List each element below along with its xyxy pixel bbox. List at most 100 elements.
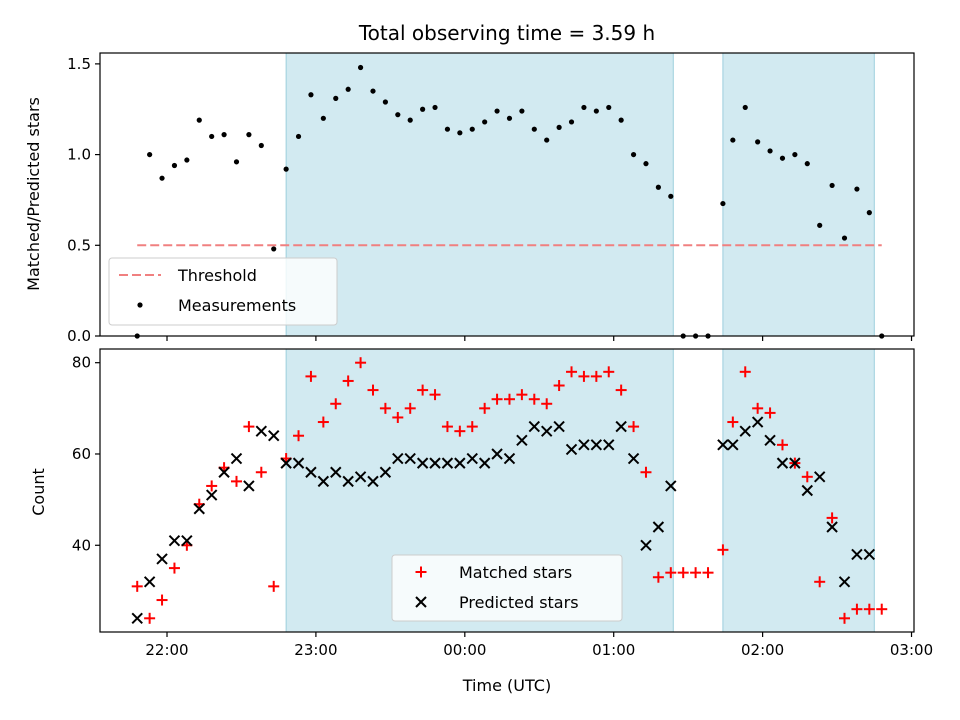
xtick-label-0: 22:00 — [145, 641, 188, 659]
panel1-series1-point-42 — [652, 521, 665, 533]
xtick-label-3: 01:00 — [592, 641, 635, 659]
panel1-series0-point-28 — [479, 402, 491, 414]
panel0-series0-point-26 — [457, 130, 463, 136]
panel1-series0-point-41 — [640, 466, 652, 478]
panel1-series1-point-3 — [168, 535, 181, 547]
panel1-series0-point-54 — [801, 471, 813, 483]
top-legend-box — [108, 257, 338, 326]
panel1-series0-point-47 — [717, 544, 729, 556]
panel1-series1-point-53 — [826, 521, 838, 533]
panel1-series0-point-45 — [690, 567, 702, 579]
panel0-series0-point-16 — [333, 95, 339, 101]
panel0-series0-point-34 — [556, 124, 562, 130]
panel1-series0-point-59 — [863, 603, 875, 615]
panel0-series0-point-52 — [779, 155, 786, 161]
panel1-series1-point-28 — [478, 457, 491, 469]
panel1-series0-point-31 — [516, 389, 528, 401]
panel0-series0-point-36 — [581, 104, 587, 111]
panel0-series0-point-59 — [866, 210, 872, 216]
panel1-series1-point-18 — [354, 471, 367, 483]
panel1-series1-point-56 — [863, 548, 876, 561]
panel0-series0-point-14 — [308, 92, 314, 98]
panel1-series0-point-50 — [752, 402, 764, 414]
panel1-series0-point-51 — [764, 407, 776, 419]
panel1-series1-point-25 — [441, 457, 454, 469]
panel1-series1-point-29 — [491, 448, 503, 460]
legend-measurements-swatch — [137, 302, 143, 308]
panel1-series1-point-51 — [801, 484, 813, 497]
panel0-series0-point-40 — [630, 151, 637, 158]
panel1-series1-point-49 — [776, 457, 789, 469]
panel0-series0-point-32 — [531, 126, 537, 132]
panel1-series1-point-19 — [367, 475, 379, 488]
panel1-series1-point-30 — [503, 452, 516, 465]
panel1-series0-point-40 — [628, 421, 640, 433]
panel1-series1-point-50 — [789, 457, 801, 469]
panel0-series0-point-50 — [755, 139, 761, 145]
chart-title: Total observing time = 3.59 h — [358, 21, 655, 45]
panel1-series0-point-55 — [814, 576, 826, 588]
panel1-series1-point-15 — [317, 475, 330, 488]
panel1-series0-point-56 — [826, 512, 838, 524]
panel1-ytick-label-1: 60 — [72, 445, 91, 463]
panel0-series0-point-5 — [196, 117, 202, 123]
panel1-series0-point-11 — [268, 580, 280, 592]
panel0-series0-point-21 — [395, 112, 401, 118]
panel0-series0-point-7 — [221, 132, 227, 138]
panel1-series0-point-48 — [727, 416, 739, 428]
panel0-ytick-label-3: 1.5 — [67, 55, 91, 73]
legend-matched-label: Matched stars — [459, 563, 572, 582]
panel0-ytick-label-1: 0.5 — [67, 236, 91, 254]
panel1-series1-point-27 — [466, 452, 478, 465]
panel1-series0-point-46 — [702, 567, 714, 579]
bottom-y-axis-label: Count — [29, 468, 48, 516]
panel0-ytick-label-0: 0.0 — [67, 327, 91, 345]
panel1-series1-point-36 — [578, 439, 590, 451]
panel1-series1-point-13 — [292, 457, 305, 469]
panel1-series1-point-33 — [541, 425, 553, 437]
panel1-series0-point-42 — [652, 571, 664, 583]
panel0-series0-point-23 — [420, 106, 426, 112]
panel1-frame — [99, 348, 915, 633]
panel1-series0-point-29 — [491, 393, 503, 405]
panel0-series0-point-11 — [271, 246, 277, 252]
panel1-series1-point-2 — [156, 553, 168, 565]
panel1-series0-point-1 — [144, 612, 156, 624]
panel1-series0-point-38 — [603, 366, 615, 378]
panel1-series1-point-41 — [640, 539, 652, 551]
panel1-series1-point-12 — [280, 457, 292, 469]
panel1-series1-point-10 — [255, 425, 268, 437]
panel0-series0-point-2 — [159, 175, 165, 181]
panel0-series0-point-27 — [469, 126, 475, 132]
xtick-label-5: 03:00 — [890, 641, 933, 659]
panel1-series0-point-21 — [392, 411, 404, 423]
panel0-series0-point-41 — [643, 161, 649, 167]
panel1-series0-point-49 — [739, 366, 751, 378]
panel1-series0-point-39 — [615, 384, 627, 396]
panel1-series1-point-48 — [764, 434, 776, 446]
panel1-series1-point-20 — [379, 466, 392, 478]
panel1-series1-point-52 — [813, 471, 826, 483]
panel1-series0-point-43 — [665, 567, 677, 579]
panel1-series0-point-8 — [230, 475, 242, 487]
panel1-series1-point-23 — [416, 457, 429, 469]
panel1-series1-point-24 — [429, 457, 441, 469]
panel1-series1-point-44 — [717, 439, 729, 451]
panel0-series0-point-19 — [370, 88, 376, 94]
bottom-legend-box — [391, 554, 623, 622]
legend-predicted-label: Predicted stars — [459, 593, 579, 612]
panel1-series0-point-37 — [590, 370, 602, 382]
panel0-series0-point-17 — [345, 86, 351, 92]
panel1-series0-point-20 — [379, 402, 391, 414]
panel1-series1-point-21 — [392, 452, 404, 465]
panel1-ytick-label-0: 40 — [72, 536, 91, 554]
panel1-series0-point-23 — [417, 384, 429, 396]
panel0-shaded-interval-0 — [285, 52, 674, 337]
panel0-ytick-label-2: 1.0 — [67, 146, 91, 164]
panel0-series0-point-13 — [295, 133, 302, 140]
panel1-series0-point-19 — [367, 384, 379, 396]
panel1-series1-point-5 — [193, 503, 205, 515]
xtick-label-1: 23:00 — [294, 641, 337, 659]
panel1-series1-point-32 — [528, 420, 541, 433]
